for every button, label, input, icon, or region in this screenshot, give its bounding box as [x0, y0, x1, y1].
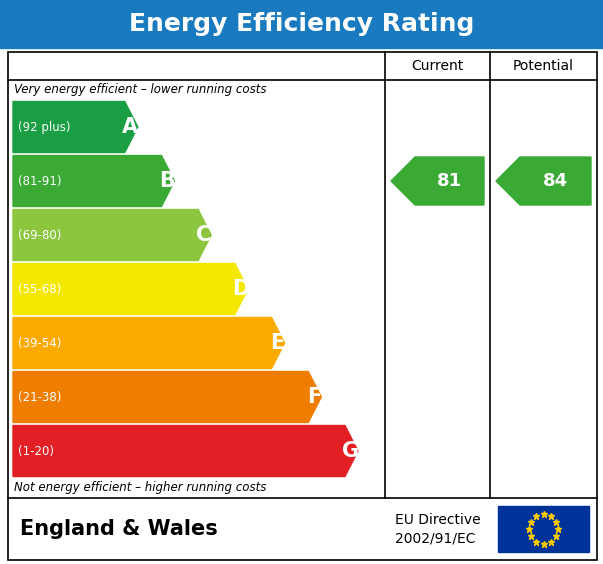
- Text: Energy Efficiency Rating: Energy Efficiency Rating: [129, 12, 474, 36]
- Text: 84: 84: [543, 172, 568, 190]
- Polygon shape: [13, 263, 248, 315]
- Polygon shape: [13, 102, 137, 152]
- Text: Very energy efficient – lower running costs: Very energy efficient – lower running co…: [14, 83, 267, 96]
- Text: (69-80): (69-80): [18, 228, 62, 241]
- Text: EU Directive
2002/91/EC: EU Directive 2002/91/EC: [395, 513, 481, 545]
- Text: (1-20): (1-20): [18, 444, 54, 457]
- Text: (55-68): (55-68): [18, 283, 62, 296]
- Text: A: A: [122, 117, 138, 137]
- Text: G: G: [342, 441, 359, 461]
- Text: Current: Current: [411, 59, 464, 73]
- Text: Not energy efficient – higher running costs: Not energy efficient – higher running co…: [14, 482, 267, 495]
- Text: England & Wales: England & Wales: [20, 519, 218, 539]
- Text: Potential: Potential: [513, 59, 574, 73]
- Polygon shape: [13, 372, 321, 422]
- Polygon shape: [391, 157, 484, 205]
- Text: (39-54): (39-54): [18, 337, 62, 350]
- Bar: [0, 0, 603, 48]
- Text: E: E: [270, 333, 284, 353]
- Text: (81-91): (81-91): [18, 174, 62, 187]
- Text: (21-38): (21-38): [18, 390, 62, 403]
- Polygon shape: [13, 425, 358, 477]
- Text: C: C: [196, 225, 211, 245]
- Text: (92 plus): (92 plus): [18, 121, 71, 134]
- Bar: [498, 506, 589, 552]
- Text: D: D: [232, 279, 249, 299]
- Polygon shape: [496, 157, 591, 205]
- Text: 81: 81: [437, 172, 462, 190]
- Polygon shape: [13, 318, 285, 368]
- Text: F: F: [307, 387, 321, 407]
- Polygon shape: [13, 209, 211, 261]
- Polygon shape: [13, 156, 174, 206]
- Text: B: B: [159, 171, 175, 191]
